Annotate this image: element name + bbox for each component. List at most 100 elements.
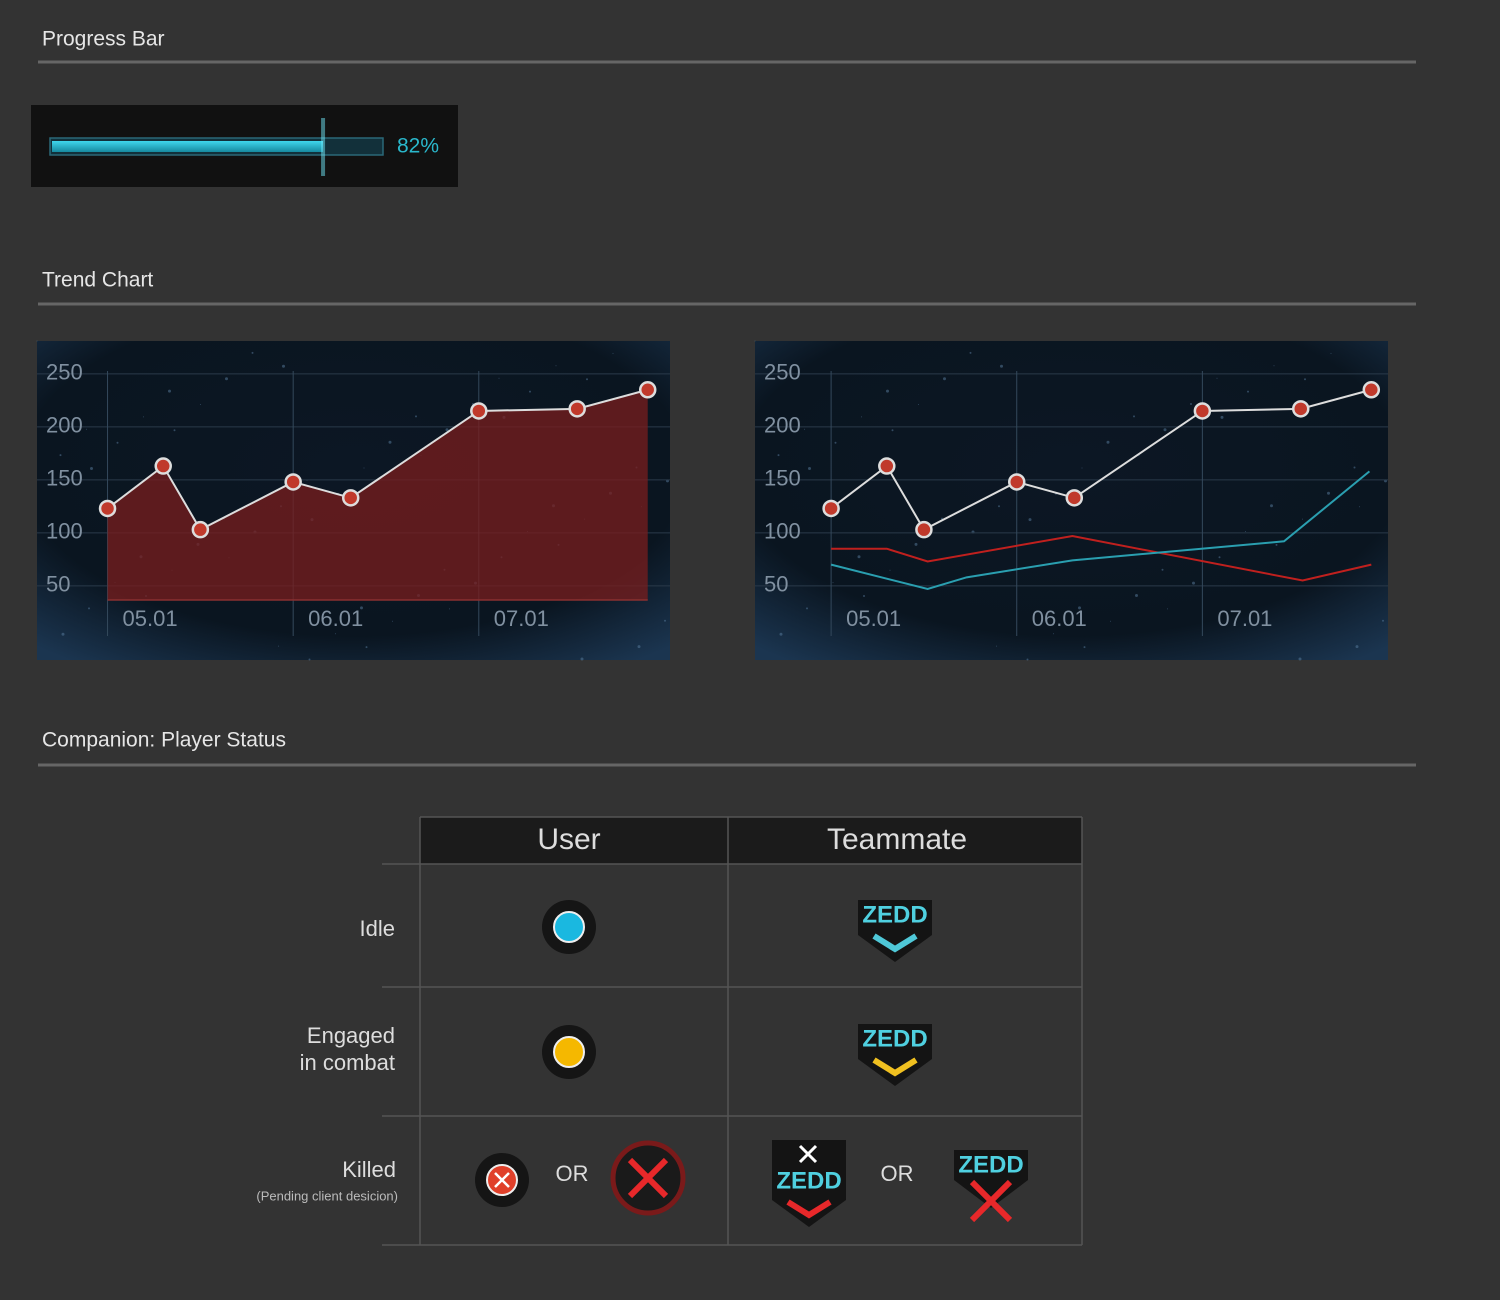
status-icon <box>553 1036 585 1068</box>
star <box>996 645 997 647</box>
section-title: Progress Bar <box>42 28 165 51</box>
line <box>830 388 1372 531</box>
star <box>889 569 891 571</box>
y-tick-label: 200 <box>764 413 801 438</box>
status-icon <box>627 1157 669 1199</box>
point <box>638 381 657 399</box>
table-header <box>420 817 1082 864</box>
star <box>886 389 889 393</box>
star <box>173 429 176 432</box>
star <box>664 619 666 622</box>
line <box>106 388 648 531</box>
star <box>754 340 756 342</box>
star <box>88 607 90 610</box>
star <box>863 595 865 597</box>
point <box>98 499 117 518</box>
star <box>891 429 894 432</box>
row-label: Engaged <box>307 1023 395 1048</box>
status-icon <box>553 911 585 943</box>
star <box>1138 455 1140 457</box>
star <box>308 658 311 661</box>
column-header: User <box>537 823 600 856</box>
star <box>1355 645 1359 649</box>
star <box>59 454 62 457</box>
badge-x <box>969 1179 1013 1223</box>
star <box>1359 506 1360 508</box>
point <box>568 400 586 418</box>
star <box>1382 619 1384 622</box>
star <box>498 377 500 379</box>
star <box>363 467 365 469</box>
star <box>1330 352 1332 354</box>
star <box>1275 543 1278 546</box>
star <box>200 404 201 405</box>
star <box>612 352 614 354</box>
point <box>154 457 172 475</box>
point <box>284 473 302 491</box>
line <box>830 470 1371 591</box>
star <box>86 428 87 430</box>
star <box>1302 518 1303 520</box>
point <box>1292 400 1310 418</box>
star <box>1247 390 1249 393</box>
y-tick-label: 100 <box>764 519 801 544</box>
star <box>806 607 808 610</box>
or-label: OR <box>881 1161 914 1186</box>
star <box>555 365 557 367</box>
star <box>1110 620 1111 622</box>
star <box>1133 415 1135 418</box>
star <box>1298 657 1302 661</box>
star <box>61 632 65 636</box>
star <box>1161 568 1164 571</box>
progress-glow <box>321 118 326 176</box>
star <box>1304 378 1306 381</box>
section-title: Companion: Player Status <box>42 729 286 752</box>
y-tick-label: 100 <box>46 519 83 544</box>
star <box>116 441 119 444</box>
status-icon <box>494 1172 510 1188</box>
star <box>918 404 919 405</box>
star <box>1192 581 1195 585</box>
point <box>915 520 933 539</box>
progress-fill <box>52 141 324 152</box>
badge <box>858 900 932 962</box>
x-tick-label: 05.01 <box>123 606 178 631</box>
y-tick-label: 250 <box>764 360 801 385</box>
badge-text: ZEDD <box>862 1025 927 1052</box>
star <box>282 364 285 368</box>
star <box>804 428 805 430</box>
point <box>878 457 896 475</box>
point <box>470 402 488 420</box>
x-tick-label: 06.01 <box>308 606 363 631</box>
star <box>1106 440 1110 444</box>
star <box>1218 556 1221 559</box>
x-tick-label: 05.01 <box>846 606 901 631</box>
star <box>392 620 393 622</box>
star <box>1078 606 1081 610</box>
point <box>1007 473 1026 491</box>
badge-text: ZEDD <box>862 901 927 928</box>
star <box>278 645 279 647</box>
column-header: Teammate <box>827 823 967 856</box>
or-label: OR <box>556 1161 589 1186</box>
star <box>1167 608 1168 610</box>
star <box>415 415 417 418</box>
star <box>1273 365 1275 367</box>
star <box>1028 518 1032 522</box>
star <box>449 608 450 610</box>
star <box>251 351 254 354</box>
progress-label: 82% <box>397 135 439 158</box>
star <box>580 657 584 661</box>
trend-chart: 50 100 150 200 250 05.01 06.01 07.01 <box>36 340 670 661</box>
star <box>1220 415 1224 419</box>
section-title: Trend Chart <box>42 269 153 292</box>
x-tick-label: 07.01 <box>1217 606 1272 631</box>
star <box>779 632 783 636</box>
star <box>832 582 834 584</box>
row-note: (Pending client desicion) <box>256 1188 398 1203</box>
area <box>107 389 648 600</box>
badge <box>858 1024 932 1086</box>
star <box>168 389 171 393</box>
badge-text: ZEDD <box>776 1167 841 1194</box>
